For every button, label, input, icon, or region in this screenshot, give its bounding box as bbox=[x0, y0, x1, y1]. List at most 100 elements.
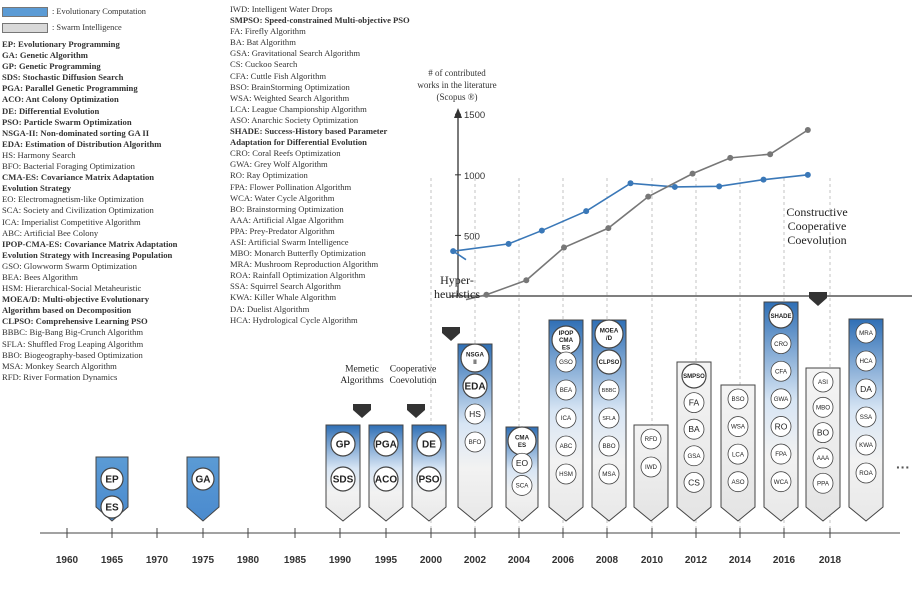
algorithm-circle bbox=[768, 303, 794, 329]
abbrev-entry: FPA: Flower Pollination Algorithm bbox=[230, 181, 352, 192]
algorithm-label: ES bbox=[105, 503, 119, 514]
algorithm-bubble: CS bbox=[683, 471, 705, 493]
abbrev-entry: ACO: Ant Colony Optimization bbox=[2, 94, 119, 105]
algorithm-label: HSM bbox=[559, 471, 573, 478]
abbrev-entry: HCA: Hydrological Cycle Algorithm bbox=[230, 314, 358, 325]
abbrev-entry: Evolution Strategy bbox=[2, 183, 71, 194]
algorithm-label: MBO bbox=[816, 404, 830, 411]
algorithm-label: PGA bbox=[375, 440, 397, 451]
algorithm-label: ES bbox=[518, 442, 526, 449]
algorithm-label: CFA bbox=[775, 368, 788, 375]
abbrev-entry: EO: Electromagnetism-like Optimization bbox=[2, 194, 144, 205]
chart-point bbox=[450, 248, 457, 255]
algorithm-bubble: KWA bbox=[855, 434, 877, 456]
abbrev-entry: CLPSO: Comprehensive Learning PSO bbox=[2, 316, 148, 327]
chart-point bbox=[483, 291, 490, 298]
algorithm-label: ES bbox=[562, 344, 570, 351]
algorithm-circle bbox=[770, 443, 792, 465]
algorithm-label: RO bbox=[775, 421, 788, 431]
algorithm-label: BEA bbox=[560, 387, 573, 394]
algorithm-label: GP bbox=[336, 440, 351, 451]
abbrev-entry: BBBC: Big-Bang Big-Crunch Algorithm bbox=[2, 327, 144, 338]
abbrev-entry: DE: Differential Evolution bbox=[2, 105, 100, 116]
milestone-label: heuristics bbox=[434, 287, 480, 301]
abbrev-entry: BFO: Bacterial Foraging Optimization bbox=[2, 161, 135, 172]
milestone-arrow bbox=[407, 404, 425, 418]
milestone-label: Coevolution bbox=[787, 233, 846, 247]
algorithm-bubble: HSM bbox=[555, 463, 577, 485]
algorithm-label: WSA bbox=[731, 424, 746, 431]
algorithm-circle bbox=[511, 452, 533, 474]
algorithm-circle bbox=[596, 349, 622, 375]
ellipsis-mark: ··· bbox=[896, 459, 910, 475]
milestone-label: Constructive bbox=[786, 205, 847, 219]
algorithm-label: CRO bbox=[774, 341, 788, 348]
algorithm-circle bbox=[416, 466, 442, 492]
algorithm-circle bbox=[464, 431, 486, 453]
chart-point bbox=[583, 208, 590, 215]
algorithm-circle bbox=[594, 319, 624, 349]
algorithm-circle bbox=[191, 467, 215, 491]
legend-right: IWD: Intelligent Water Drops SMPSO: Speed… bbox=[230, 4, 430, 326]
algorithm-label: LCA bbox=[732, 451, 745, 458]
algorithm-circle bbox=[683, 445, 705, 467]
algorithm-bubble: GP bbox=[330, 431, 356, 457]
algorithm-bubble: ACO bbox=[373, 466, 399, 492]
algorithm-label: WCA bbox=[774, 479, 789, 486]
algorithm-bubble: CFA bbox=[770, 360, 792, 382]
algorithm-label: DA bbox=[860, 384, 872, 394]
year-label: 1960 bbox=[56, 555, 79, 566]
algorithm-circle bbox=[770, 416, 792, 437]
chart-title: (Scopus ®) bbox=[436, 92, 477, 102]
abbrev-entry: PSO: Particle Swarm Optimization bbox=[2, 116, 132, 127]
algorithm-label: EO bbox=[516, 458, 529, 468]
milestone-arrow bbox=[442, 327, 460, 341]
algorithm-label: SCA bbox=[516, 483, 530, 490]
algorithm-circle bbox=[855, 406, 877, 428]
milestone-label: Hyper- bbox=[440, 273, 474, 287]
abbrev-entry: HSM: Hierarchical-Social Metaheuristic bbox=[2, 283, 142, 294]
algorithm-circle bbox=[598, 407, 620, 429]
algorithm-circle bbox=[460, 343, 490, 373]
algorithm-bubble: GSO bbox=[555, 351, 577, 373]
algorithm-bubble: MRA bbox=[855, 322, 877, 344]
chart-point bbox=[689, 170, 696, 177]
algorithm-circle bbox=[727, 443, 749, 465]
algorithm-bubble: RO bbox=[770, 416, 792, 437]
abbrev-entry: GA: Genetic Algorithm bbox=[2, 50, 88, 61]
year-label: 2010 bbox=[641, 555, 664, 566]
abbrev-entry: MRA: Mushroom Reproduction Algorithm bbox=[230, 259, 379, 270]
algorithm-bubble: SMPSO bbox=[681, 363, 707, 389]
abbrev-entry: GWA: Grey Wolf Algorithm bbox=[230, 159, 328, 170]
algorithm-label: SMPSO bbox=[683, 374, 705, 380]
algorithm-bubble: SFLA bbox=[598, 407, 620, 429]
algorithm-circle bbox=[373, 466, 399, 492]
abbrev-entry: CRO: Coral Reefs Optimization bbox=[230, 148, 341, 159]
chart-point bbox=[561, 244, 567, 251]
algorithm-label: BA bbox=[688, 424, 700, 434]
abbrev-entry: PPA: Prey-Predator Algorithm bbox=[230, 225, 335, 236]
algorithm-label: NSGA bbox=[466, 352, 484, 359]
algorithm-circle bbox=[555, 435, 577, 457]
algorithm-circle bbox=[812, 422, 834, 444]
algorithm-label: GWA bbox=[774, 396, 789, 403]
abbrev-entry: ROA: Rainfall Optimization Algorithm bbox=[230, 270, 366, 281]
algorithm-bubble: CLPSO bbox=[596, 349, 622, 375]
algorithm-bubble: SSA bbox=[855, 406, 877, 428]
abbrev-entry: DA: Duelist Algorithm bbox=[230, 303, 310, 314]
year-label: 2012 bbox=[685, 555, 708, 566]
algorithm-bubble: BEA bbox=[555, 379, 577, 401]
abbrev-entry: FA: Firefly Algorithm bbox=[230, 26, 306, 37]
algorithm-bubble: PSO bbox=[416, 466, 442, 492]
algorithm-label: SDS bbox=[333, 475, 354, 486]
year-label: 2004 bbox=[508, 555, 531, 566]
milestone-arrow bbox=[353, 404, 371, 418]
abbrev-entry: IPOP-CMA-ES: Covariance Matrix Adaptatio… bbox=[2, 238, 178, 249]
algorithm-label: GA bbox=[196, 475, 211, 486]
chart-point bbox=[505, 240, 512, 247]
abbrev-entry: CMA-ES: Covariance Matrix Adaptation bbox=[2, 172, 155, 183]
abbrev-entry: SDS: Stochastic Diffusion Search bbox=[2, 72, 124, 83]
algorithm-bubble: ROA bbox=[855, 462, 877, 484]
algorithm-bubble: EO bbox=[511, 452, 533, 474]
